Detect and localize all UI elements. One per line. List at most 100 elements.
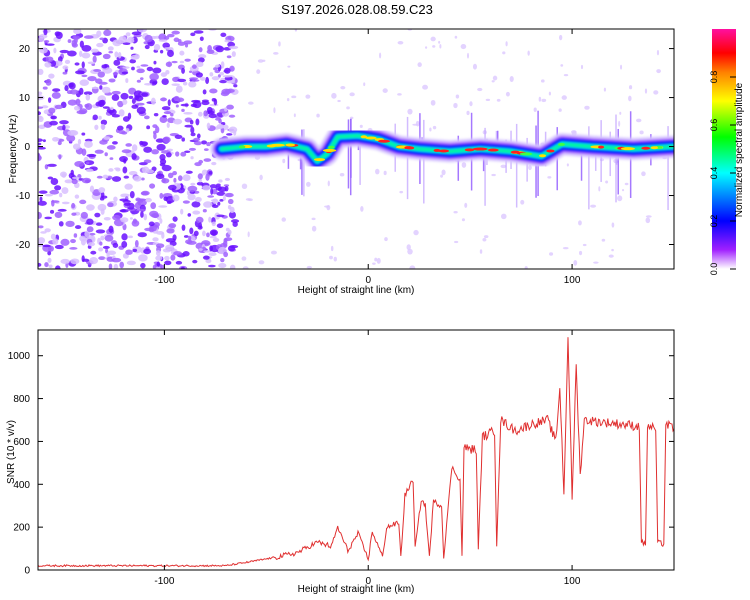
noise-speckle	[294, 29, 298, 32]
noise-speckle	[84, 103, 90, 108]
noise-speckle	[84, 230, 91, 238]
noise-speckle	[77, 138, 82, 145]
noise-speckle	[363, 82, 366, 87]
noise-speckle	[155, 243, 165, 249]
noise-speckle	[656, 49, 660, 56]
noise-speckle	[51, 91, 61, 99]
noise-speckle	[70, 238, 76, 244]
noise-speckle	[95, 229, 106, 234]
noise-speckle	[211, 188, 218, 195]
noise-speckle	[181, 137, 186, 142]
noise-speckle	[505, 91, 510, 97]
noise-speckle	[74, 161, 85, 167]
noise-speckle	[172, 170, 178, 176]
colorbar-label: Normalized spectral amplitude	[734, 82, 745, 217]
noise-speckle	[81, 132, 86, 136]
noise-speckle	[208, 252, 217, 257]
ridge-peak	[313, 158, 326, 162]
noise-speckle	[384, 237, 388, 242]
noise-speckle	[628, 95, 632, 102]
snr-ylabel: SNR (10 * v/v)	[6, 420, 17, 484]
y-tick-label: 600	[13, 437, 30, 448]
noise-speckle	[54, 104, 63, 110]
noise-speckle	[161, 106, 171, 111]
noise-speckle	[155, 126, 160, 134]
noise-speckle	[582, 243, 587, 247]
noise-speckle	[145, 169, 155, 174]
noise-speckle	[76, 110, 87, 115]
noise-speckle	[99, 85, 103, 90]
noise-speckle	[168, 223, 177, 229]
noise-speckle	[430, 99, 436, 106]
noise-speckle	[102, 174, 109, 179]
noise-speckle	[153, 112, 159, 117]
noise-speckle	[47, 257, 52, 263]
noise-speckle	[73, 105, 80, 111]
noise-speckle	[155, 173, 165, 180]
noise-speckle	[38, 111, 42, 116]
noise-speckle	[172, 234, 177, 241]
noise-speckle	[102, 67, 113, 74]
noise-speckle	[131, 104, 139, 109]
noise-speckle	[203, 158, 212, 162]
noise-speckle	[424, 46, 428, 49]
noise-speckle	[42, 244, 51, 248]
spectrogram-ylabel: Frequency (Hz)	[8, 115, 19, 184]
noise-speckle	[415, 120, 420, 127]
noise-speckle	[222, 196, 226, 201]
noise-speckle	[162, 42, 171, 49]
noise-speckle	[329, 255, 333, 260]
noise-speckle	[230, 219, 240, 223]
noise-speckle	[133, 90, 143, 98]
noise-speckle	[432, 125, 437, 130]
noise-speckle	[409, 265, 416, 269]
noise-speckle	[48, 264, 53, 269]
noise-speckle	[146, 125, 151, 130]
noise-speckle	[152, 67, 162, 74]
noise-speckle	[81, 177, 92, 184]
noise-speckle	[232, 221, 238, 227]
noise-speckle	[107, 202, 114, 208]
noise-speckle	[620, 64, 623, 70]
noise-speckle	[547, 176, 552, 179]
noise-speckle	[291, 95, 297, 99]
noise-speckle	[219, 79, 228, 84]
ridge-peak	[285, 143, 296, 147]
noise-speckle	[273, 107, 276, 114]
noise-speckle	[225, 227, 230, 232]
noise-speckle	[183, 235, 189, 238]
noise-speckle	[86, 218, 94, 225]
noise-speckle	[149, 73, 159, 81]
noise-speckle	[206, 106, 213, 114]
y-tick-label: 0	[24, 566, 30, 577]
noise-speckle	[644, 88, 648, 94]
noise-speckle	[193, 137, 201, 142]
noise-speckle	[245, 198, 252, 201]
noise-speckle	[226, 133, 233, 136]
noise-speckle	[491, 173, 496, 177]
noise-speckle	[500, 213, 507, 220]
noise-speckle	[527, 50, 530, 56]
ridge-peak	[438, 149, 450, 153]
noise-speckle	[337, 99, 341, 103]
noise-speckle	[149, 183, 156, 189]
ridge-peak	[510, 150, 520, 154]
noise-speckle	[563, 73, 569, 77]
noise-speckle	[62, 124, 66, 131]
noise-speckle	[165, 152, 172, 158]
noise-speckle	[79, 87, 84, 95]
noise-speckle	[608, 254, 614, 258]
noise-speckle	[211, 204, 219, 208]
ridge-peak	[641, 146, 651, 150]
noise-speckle	[438, 40, 441, 44]
noise-speckle	[140, 64, 149, 67]
noise-speckle	[214, 64, 221, 68]
spectrogram-ridge	[210, 124, 674, 173]
noise-speckle	[79, 79, 89, 87]
noise-speckle	[101, 86, 111, 94]
noise-speckle	[67, 50, 77, 57]
noise-speckle	[144, 197, 152, 203]
noise-speckle	[85, 93, 91, 101]
noise-speckle	[170, 112, 174, 117]
